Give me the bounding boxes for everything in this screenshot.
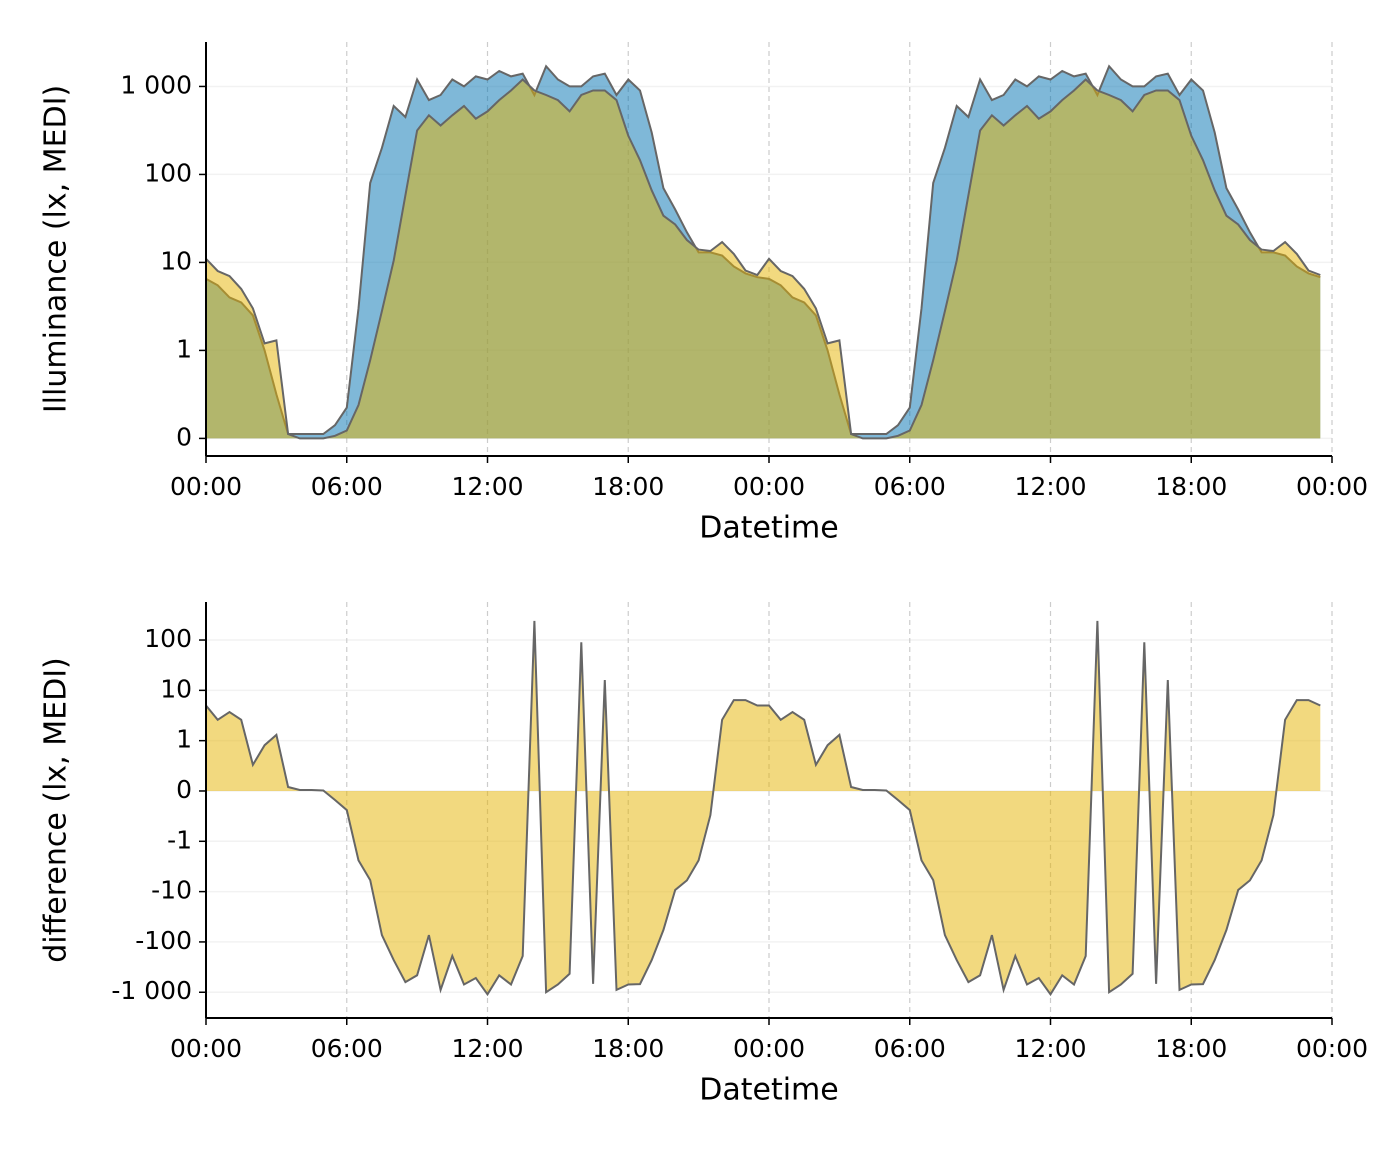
y-tick-label: 1 000 — [120, 70, 192, 99]
y-tick-label: 0 — [176, 775, 192, 804]
y-tick-label: -10 — [151, 876, 192, 905]
x-tick-label: 12:00 — [1014, 1034, 1086, 1063]
x-tick-label: 18:00 — [1155, 1034, 1227, 1063]
x-tick-label: 06:00 — [311, 472, 383, 501]
x-tick-label: 00:00 — [1296, 472, 1368, 501]
x-tick-label: 12:00 — [1014, 472, 1086, 501]
y-tick-label: 0 — [176, 422, 192, 451]
area — [206, 620, 1321, 995]
area — [206, 79, 1321, 439]
x-axis-label: Datetime — [699, 1073, 838, 1108]
y-tick-label: 100 — [144, 624, 192, 653]
x-tick-label: 06:00 — [311, 1034, 383, 1063]
y-axis-label: Illuminance (lx, MEDI) — [39, 85, 74, 413]
y-tick-label: -1 — [167, 825, 192, 854]
area-outline — [205, 78, 1321, 440]
y-tick-label: 1 — [176, 334, 192, 363]
x-axis-label: Datetime — [699, 511, 838, 546]
x-tick-label: 06:00 — [874, 1034, 946, 1063]
x-tick-label: 00:00 — [733, 1034, 805, 1063]
y-tick-label: -1 000 — [111, 976, 192, 1005]
x-tick-label: 00:00 — [170, 472, 242, 501]
panel: 0 1 10 100 1 000 00:00 06:00 12:00 18:00 00:00 06:… — [39, 42, 1368, 546]
x-tick-label: 06:00 — [874, 472, 946, 501]
y-tick-label: 100 — [144, 158, 192, 187]
x-tick-label: 12:00 — [451, 472, 523, 501]
y-tick-label: 1 — [176, 725, 192, 754]
x-tick-label: 00:00 — [1296, 1034, 1368, 1063]
x-tick-label: 18:00 — [1155, 472, 1227, 501]
y-tick-label: 10 — [160, 246, 192, 275]
y-tick-label: 10 — [160, 674, 192, 703]
x-tick-label: 00:00 — [733, 472, 805, 501]
y-axis-label: difference (lx, MEDI) — [39, 657, 74, 963]
x-tick-label: 12:00 — [451, 1034, 523, 1063]
y-tick-label: -100 — [135, 926, 192, 955]
x-tick-label: 18:00 — [592, 1034, 664, 1063]
x-tick-label: 18:00 — [592, 472, 664, 501]
x-tick-label: 00:00 — [170, 1034, 242, 1063]
area-outline — [205, 620, 1321, 997]
